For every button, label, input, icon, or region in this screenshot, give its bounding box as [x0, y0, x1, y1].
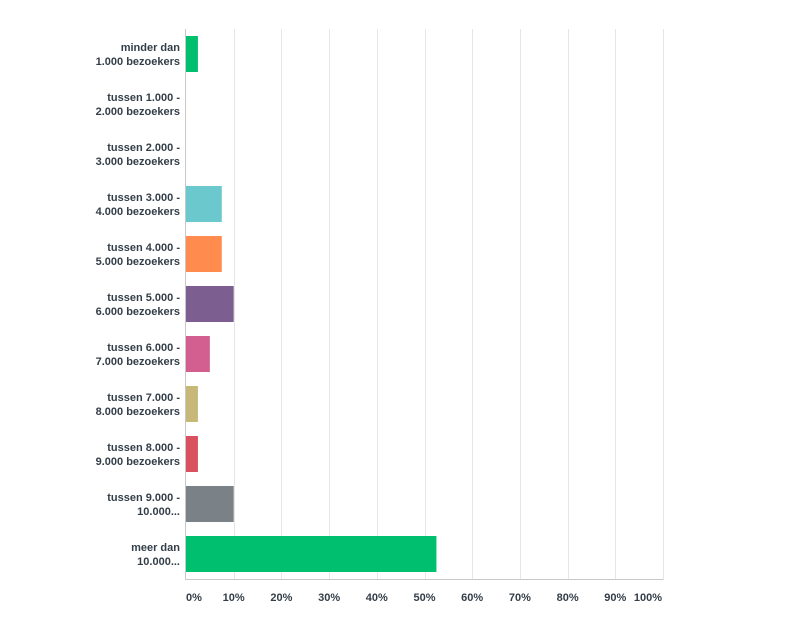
x-tick-label-10: 10% [223, 592, 245, 604]
bar-11 [186, 536, 437, 572]
bar-6 [186, 286, 234, 322]
bars [186, 36, 437, 572]
x-tick-label-0: 0% [186, 592, 202, 604]
axes [185, 29, 664, 580]
category-label-3: tussen 2.000 -3.000 bezoekers [96, 142, 181, 168]
x-tick-labels: 0% 10% 20% 30% 40% 50% 60% 70% 80% 90% 100% [186, 592, 662, 604]
category-label-11: meer dan 10.000... [131, 542, 180, 568]
bar-4 [186, 186, 222, 222]
category-label-6: tussen 5.000 -6.000 bezoekers [96, 292, 181, 318]
category-label-8: tussen 7.000 -8.000 bezoekers [96, 392, 181, 418]
x-tick-label-100: 100% [634, 592, 662, 604]
category-labels: minder dan 1.000 bezoekers tussen 1.000 -2… [96, 42, 181, 568]
x-tick-label-70: 70% [509, 592, 531, 604]
x-tick-label-80: 80% [557, 592, 579, 604]
x-tick-label-40: 40% [366, 592, 388, 604]
x-tick-label-90: 90% [604, 592, 626, 604]
category-label-5: tussen 4.000 -5.000 bezoekers [96, 242, 181, 268]
x-tick-label-20: 20% [270, 592, 292, 604]
category-label-10: tussen 9.000 -10.000... [107, 492, 180, 518]
category-label-1: minder dan 1.000 bezoekers [96, 42, 181, 68]
category-label-9: tussen 8.000 -9.000 bezoekers [96, 442, 181, 468]
bar-9 [186, 436, 198, 472]
bar-7 [186, 336, 210, 372]
x-tick-label-30: 30% [318, 592, 340, 604]
category-label-2: tussen 1.000 -2.000 bezoekers [96, 92, 181, 118]
bar-10 [186, 486, 234, 522]
x-tick-label-60: 60% [461, 592, 483, 604]
gridlines [234, 29, 664, 579]
category-label-7: tussen 6.000 -7.000 bezoekers [96, 342, 181, 368]
category-label-4: tussen 3.000 -4.000 bezoekers [96, 192, 181, 218]
bar-5 [186, 236, 222, 272]
x-tick-label-50: 50% [413, 592, 435, 604]
bar-8 [186, 386, 198, 422]
bar-1 [186, 36, 198, 72]
